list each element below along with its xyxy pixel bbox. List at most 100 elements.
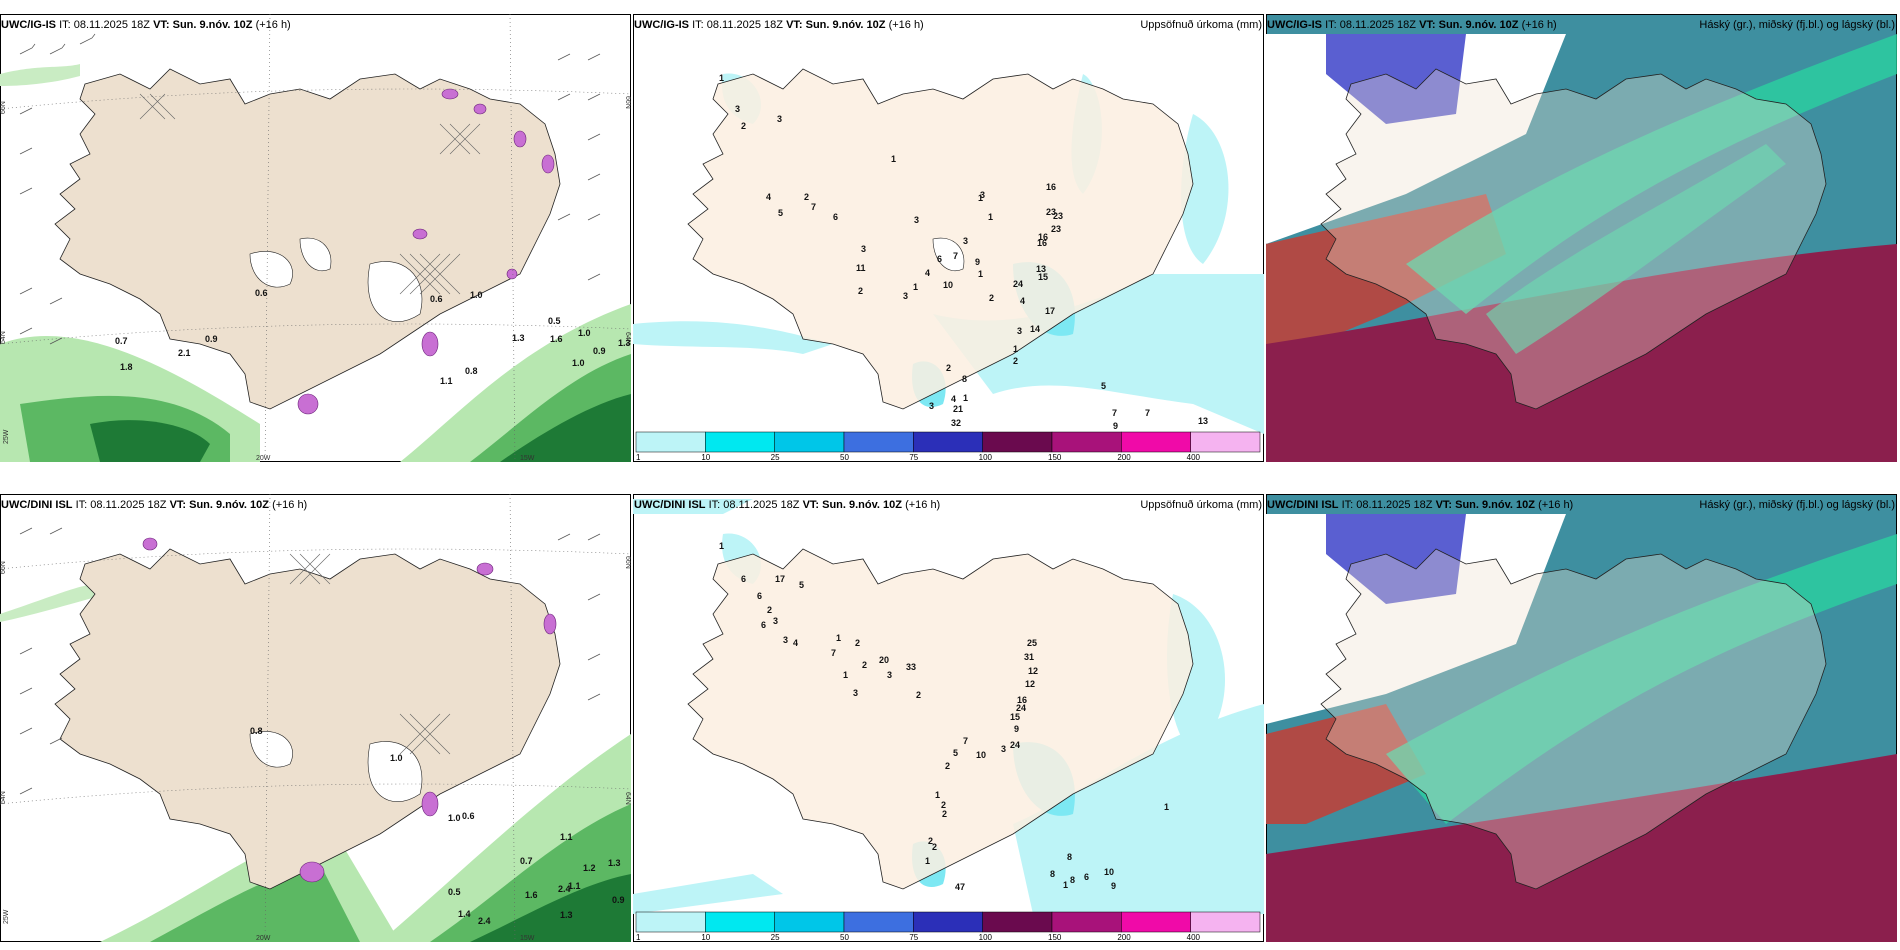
colorbar-swatch	[635, 911, 706, 933]
map-value-label: 6	[1084, 872, 1089, 882]
colorbar-tick-label: 200	[1117, 453, 1131, 462]
map-value-label: 10	[976, 750, 986, 760]
map-value-label: 10	[1104, 867, 1114, 877]
map-value-label: 2	[928, 836, 933, 846]
map-value-label: 2.4	[558, 884, 571, 894]
map-value-label: 4	[766, 192, 771, 202]
mid-cloud-band	[1406, 34, 1897, 314]
lat-label-66: 66N	[0, 561, 7, 574]
model-name: UWC/IG-IS	[1267, 19, 1322, 31]
colorbar-tick-label: 50	[840, 933, 849, 942]
map-value-label: 31	[1024, 652, 1034, 662]
map-value-label: 2	[741, 121, 746, 131]
model-name: UWC/IG-IS	[634, 19, 689, 31]
map-value-label: 2.4	[478, 916, 491, 926]
map-value-label: 9	[1113, 421, 1118, 431]
map-value-label: 8	[1050, 869, 1055, 879]
colorbar-swatch	[1190, 911, 1261, 933]
red-cloud	[1266, 704, 1426, 824]
map-value-label: 3	[1017, 326, 1022, 336]
map-value-label: 1	[963, 393, 968, 403]
map-value-label: 1.6	[550, 334, 563, 344]
map-value-label: 2	[804, 192, 809, 202]
wind-barbs	[19, 527, 601, 795]
map-value-label: 0.7	[115, 336, 128, 346]
wind-map-bottom: 66N 64N 66N 64N 25W 20W 15W 0.81.01.0 0.6…	[0, 494, 631, 942]
cloud-panel-bottom: UWC/DINI ISL IT: 08.11.2025 18Z VT: Sun.…	[1266, 494, 1897, 942]
map-value-label: 1.1	[568, 881, 581, 891]
map-value-label: 3	[914, 215, 919, 225]
iceland-land	[54, 68, 561, 410]
map-value-label: 1	[1164, 802, 1169, 812]
map-value-label: 3	[887, 670, 892, 680]
map-value-label: 13	[1198, 416, 1208, 426]
low-cloud	[1266, 754, 1897, 942]
colorbar-tick-label: 75	[909, 453, 918, 462]
map-value-label: 0.7	[520, 856, 533, 866]
lat-lon-grid	[0, 494, 631, 942]
precip-title: Uppsöfnuð úrkoma (mm)	[1140, 499, 1262, 511]
map-value-label: 1	[913, 282, 918, 292]
lat-label-66-right: 66N	[624, 96, 631, 109]
map-value-label: 1.4	[458, 909, 471, 919]
panel-header: UWC/DINI ISL IT: 08.11.2025 18Z VT: Sun.…	[1267, 499, 1895, 511]
map-value-label: 23	[1053, 211, 1063, 221]
map-value-label: 2	[862, 660, 867, 670]
map-value-label: 2	[916, 690, 921, 700]
map-value-label: 9	[975, 257, 980, 267]
map-value-label: 1.1	[560, 832, 573, 842]
map-value-label: 0.6	[462, 811, 475, 821]
map-value-label: 16	[1046, 182, 1056, 192]
map-value-label: 1.1	[440, 376, 453, 386]
map-value-label: 8	[1067, 852, 1072, 862]
map-value-label: 1	[978, 193, 983, 203]
lat-lon-grid	[0, 14, 631, 462]
colorbar-swatch	[843, 911, 914, 933]
map-value-label: 5	[799, 580, 804, 590]
wind-barbs	[19, 33, 601, 345]
colorbar-tick-label: 1	[636, 453, 641, 462]
map-value-label: 16	[1017, 695, 1027, 705]
map-value-label: 7	[1145, 408, 1150, 418]
map-value-label: 2	[767, 605, 772, 615]
map-value-label: 5	[953, 748, 958, 758]
map-value-label: 7	[1112, 408, 1117, 418]
lat-label-64: 64N	[0, 791, 7, 804]
precip-panel-top: 1 3 2 3 4 5 2 7 6 3 3 3 2 11 1 1 1 23 23 16 23 16 16 13 15 14 3 1 9 3…	[633, 14, 1264, 462]
colorbar-tick-label: 150	[1048, 933, 1062, 942]
colorbar-swatch	[1121, 911, 1191, 933]
map-value-label: 0.5	[448, 887, 461, 897]
colorbar-swatch	[913, 431, 983, 453]
map-value-label: 6	[833, 212, 838, 222]
map-value-label: 17	[1045, 306, 1055, 316]
iceland-outline	[1320, 68, 1827, 410]
colorbar-tick-label: 100	[979, 933, 993, 942]
lon-label-15: 15W	[520, 455, 535, 462]
colorbar-swatch	[774, 431, 845, 453]
heavy-precip-blobs	[297, 88, 555, 415]
map-value-label: 0.9	[593, 346, 606, 356]
map-value-label: 2	[946, 363, 951, 373]
map-value-label: 3	[853, 688, 858, 698]
map-value-label: 15	[1010, 712, 1020, 722]
colorbar-swatch	[1051, 911, 1122, 933]
map-value-label: 2	[858, 286, 863, 296]
map-value-label: 24	[1016, 703, 1026, 713]
map-value-label: 24	[1013, 279, 1023, 289]
map-value-label: 9	[1014, 724, 1019, 734]
precip-colorbar: 1 10 25 50 75 100 150 200 400	[635, 431, 1261, 462]
map-value-label: 1	[935, 790, 940, 800]
colorbar-tick-label: 10	[701, 933, 710, 942]
colorbar-tick-label: 400	[1187, 453, 1201, 462]
precip-panel-bottom: 1 6 6 17 5 2 3 6 4 3 2 1 7 1 3 2 20 3 33 2 25 31 12 12 16 24 15 9 24…	[633, 494, 1264, 942]
map-value-label: 6	[757, 591, 762, 601]
map-value-label: 3	[903, 291, 908, 301]
map-value-label: 23	[1046, 207, 1056, 217]
colorbar-tick-label: 150	[1048, 453, 1062, 462]
map-value-label: 2	[932, 842, 937, 852]
map-value-label: 4	[951, 394, 956, 404]
map-value-label: 32	[951, 418, 961, 428]
